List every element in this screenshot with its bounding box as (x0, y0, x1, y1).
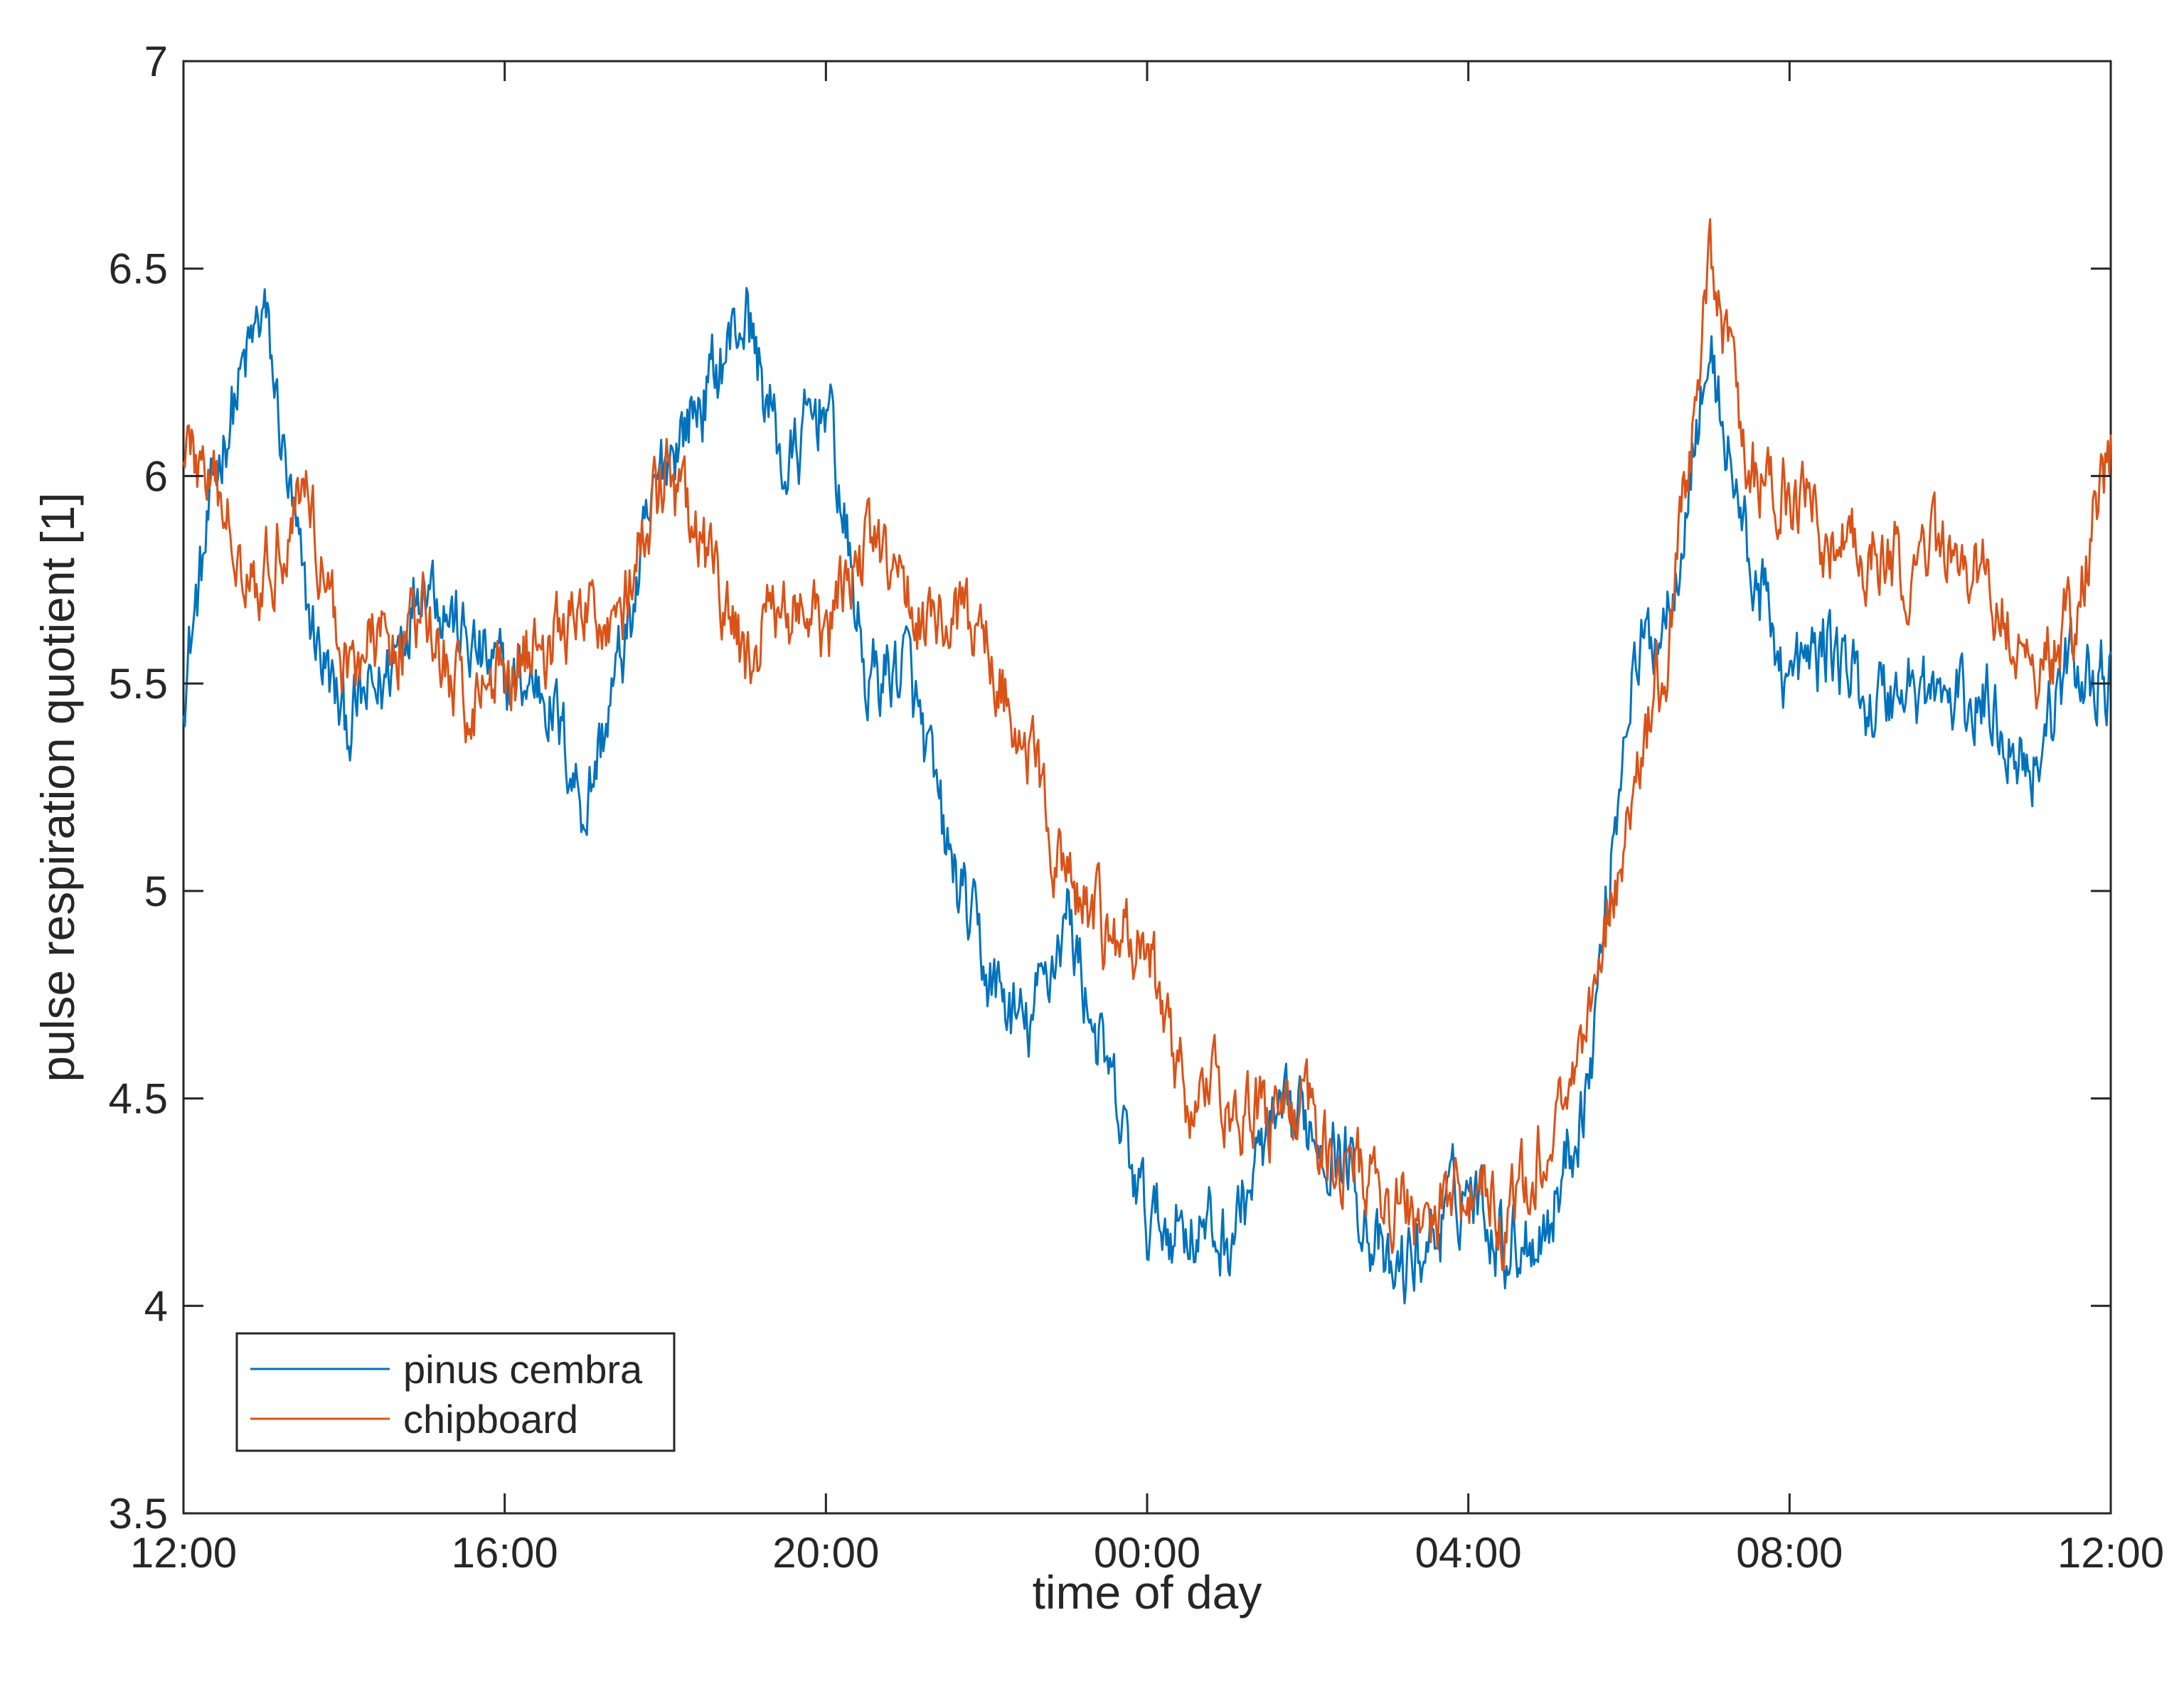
x-tick-label: 12:00 (130, 1529, 237, 1577)
legend: pinus cembra chipboard (235, 1332, 676, 1452)
y-tick-label: 6.5 (109, 245, 168, 293)
x-tick-label: 08:00 (1736, 1529, 1843, 1577)
y-tick-label: 4.5 (109, 1075, 168, 1123)
plot-area (182, 60, 2112, 1515)
y-tick-label: 4 (144, 1282, 168, 1330)
y-tick-label: 5 (144, 868, 168, 915)
y-axis-label: pulse respiration quotient [1] (31, 492, 84, 1082)
y-tick-label: 7 (144, 38, 168, 85)
legend-label-chipboard: chipboard (403, 1397, 578, 1441)
series-line-chipboard (182, 218, 2112, 1272)
legend-label-pinus-cembra: pinus cembra (403, 1347, 643, 1392)
legend-box (235, 1332, 676, 1452)
axes-layer: 3.5 4 4.5 5 5.5 6 6.5 7 12:00 16:00 20:00 00:00 04:0… (109, 38, 2165, 1577)
x-tick-label: 00:00 (1094, 1529, 1200, 1577)
x-tick-label: 16:00 (452, 1529, 558, 1577)
x-tick-label: 20:00 (772, 1529, 879, 1577)
x-tick-label: 04:00 (1415, 1529, 1522, 1577)
y-tick-label: 6 (144, 452, 168, 500)
x-tick-label: 12:00 (2057, 1529, 2164, 1577)
y-tick-label: 5.5 (109, 660, 168, 708)
series-layer (182, 218, 2112, 1305)
y-tick-label: 3.5 (109, 1490, 168, 1538)
x-axis-label: time of day (1033, 1566, 1262, 1619)
